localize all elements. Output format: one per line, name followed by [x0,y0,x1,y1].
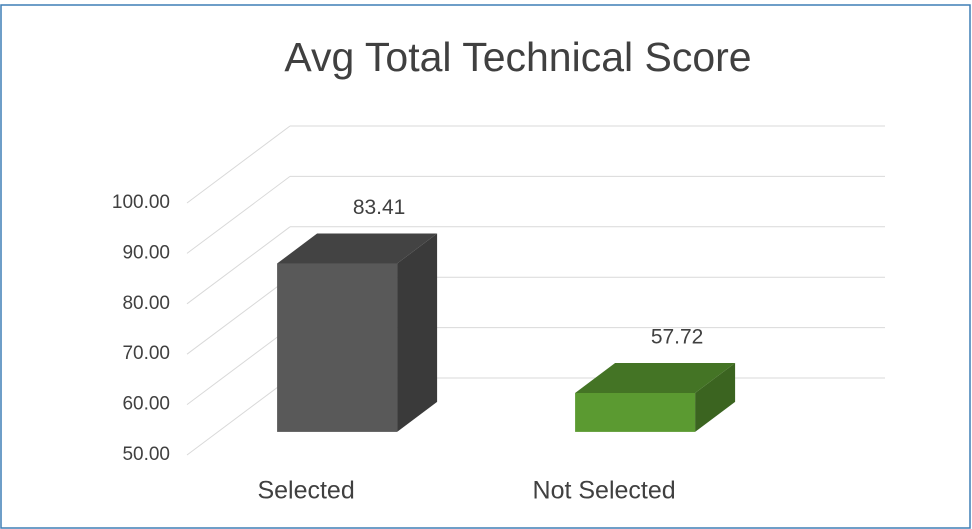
data-label: 83.41 [353,196,406,219]
grid-line [186,175,291,254]
y-tick-label: 50.00 [122,444,170,465]
bar-side [397,233,438,432]
y-tick-label: 100.00 [112,192,170,213]
grid-line [186,226,291,305]
y-tick-label: 60.00 [122,394,170,415]
chart-border [0,4,971,529]
grid-line [186,125,291,204]
bar-top [277,233,438,264]
bar [277,263,398,432]
bar-side [695,362,736,432]
bar-top [575,362,736,393]
x-tick-label: Not Selected [533,477,676,505]
y-tick-label: 80.00 [122,293,170,314]
y-tick-label: 70.00 [122,343,170,364]
grid-line [186,327,291,406]
data-label: 57.72 [651,326,704,349]
grid-line [186,276,291,355]
bar [575,392,696,432]
grid-line [186,377,291,456]
chart-title: Avg Total Technical Score [284,34,751,80]
y-tick-label: 90.00 [122,242,170,263]
x-tick-label: Selected [257,477,354,505]
